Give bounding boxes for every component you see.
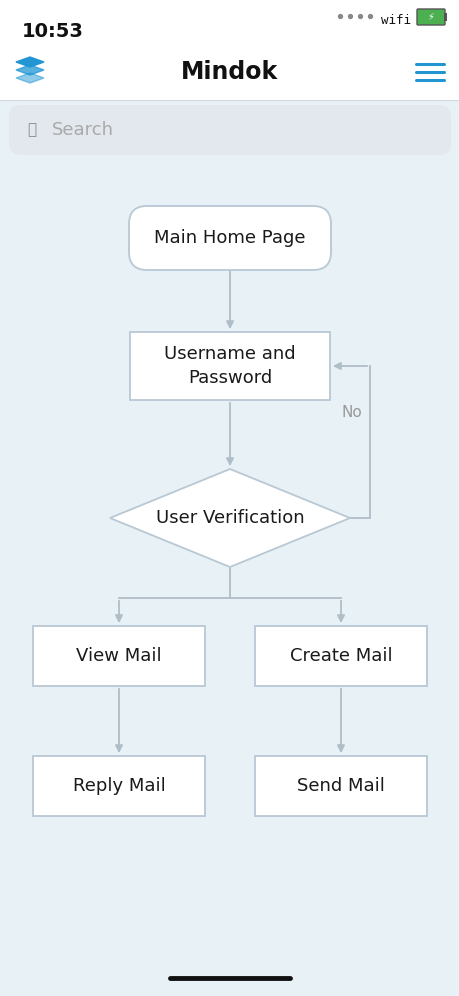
Text: Reply Mail: Reply Mail: [73, 777, 165, 795]
Polygon shape: [16, 73, 44, 83]
Text: wifi: wifi: [380, 14, 410, 27]
Polygon shape: [110, 469, 349, 567]
Bar: [130, 332, 329, 400]
Text: Main Home Page: Main Home Page: [154, 229, 305, 247]
Bar: [33, 756, 205, 816]
FancyBboxPatch shape: [9, 105, 450, 155]
Text: Send Mail: Send Mail: [297, 777, 384, 795]
Text: Create Mail: Create Mail: [289, 647, 392, 665]
Text: Mindok: Mindok: [181, 60, 278, 84]
Text: Username and
Password: Username and Password: [164, 346, 295, 386]
Bar: [0, 0, 459, 100]
Text: 🔍: 🔍: [28, 123, 36, 137]
Text: No: No: [341, 404, 361, 419]
Text: ⚡: ⚡: [426, 12, 433, 22]
Bar: [254, 626, 426, 686]
Polygon shape: [16, 57, 44, 67]
Text: User Verification: User Verification: [155, 509, 304, 527]
Text: Search: Search: [52, 121, 114, 139]
Text: 10:53: 10:53: [22, 22, 84, 41]
Bar: [33, 626, 205, 686]
FancyBboxPatch shape: [416, 9, 444, 25]
Polygon shape: [16, 65, 44, 75]
FancyBboxPatch shape: [129, 206, 330, 270]
Text: View Mail: View Mail: [76, 647, 162, 665]
Bar: [254, 756, 426, 816]
Bar: [443, 13, 446, 21]
